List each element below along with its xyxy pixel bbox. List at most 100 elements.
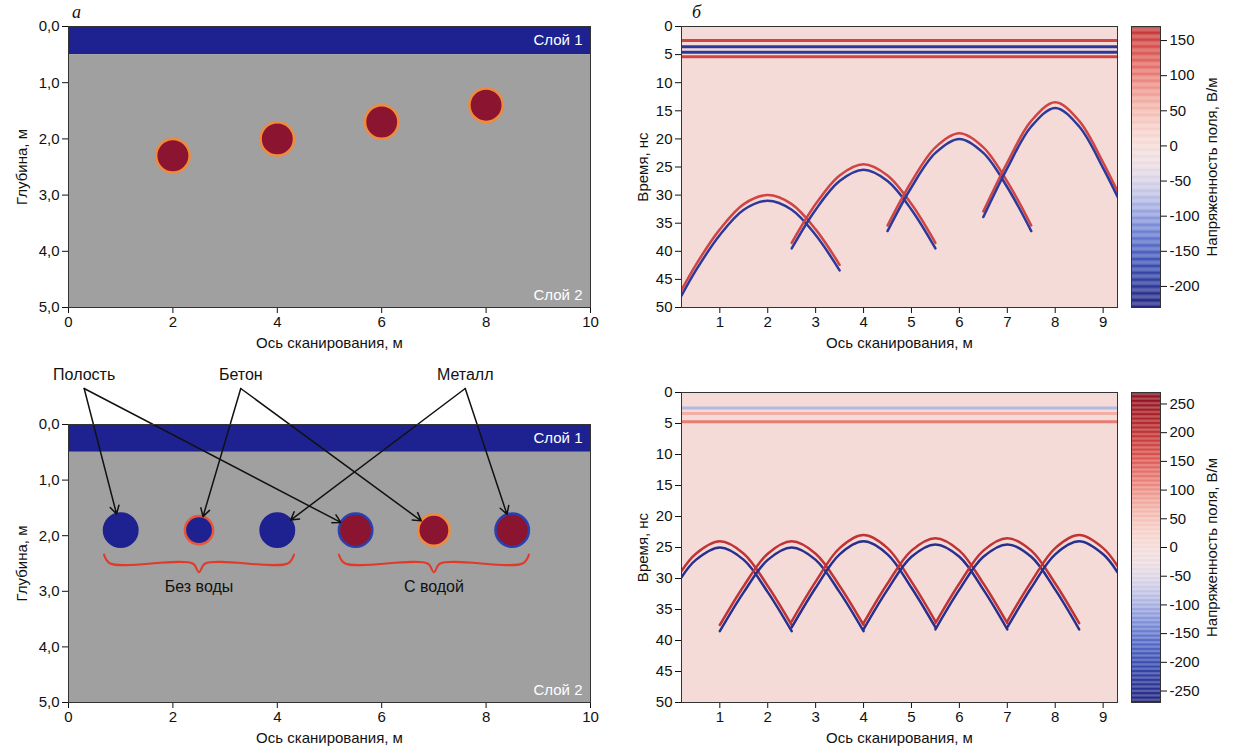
svg-text:0: 0 xyxy=(664,383,672,400)
svg-text:3: 3 xyxy=(811,313,819,330)
svg-text:25: 25 xyxy=(656,538,673,555)
svg-text:4: 4 xyxy=(273,708,281,725)
svg-text:Напряженность поля, В/м: Напряженность поля, В/м xyxy=(1203,458,1220,637)
svg-text:35: 35 xyxy=(656,214,673,231)
svg-text:40: 40 xyxy=(656,631,673,648)
svg-text:30: 30 xyxy=(656,186,673,203)
svg-text:7: 7 xyxy=(1003,313,1011,330)
svg-text:Глубина, м: Глубина, м xyxy=(13,129,30,205)
svg-text:2: 2 xyxy=(764,313,772,330)
svg-text:Металл: Металл xyxy=(437,366,494,383)
svg-text:Без воды: Без воды xyxy=(165,578,234,595)
svg-text:6: 6 xyxy=(955,708,963,725)
svg-text:25: 25 xyxy=(656,158,673,175)
svg-text:-100: -100 xyxy=(1170,596,1200,613)
svg-text:30: 30 xyxy=(656,569,673,586)
svg-text:5: 5 xyxy=(664,414,672,431)
svg-text:2,0: 2,0 xyxy=(39,527,60,544)
svg-text:0,0: 0,0 xyxy=(39,415,60,432)
svg-text:5: 5 xyxy=(907,313,915,330)
svg-text:45: 45 xyxy=(656,270,673,287)
svg-text:35: 35 xyxy=(656,600,673,617)
svg-text:-50: -50 xyxy=(1170,172,1192,189)
svg-text:Ось сканирования, м: Ось сканирования, м xyxy=(826,334,973,351)
svg-text:10: 10 xyxy=(656,445,673,462)
svg-text:5,0: 5,0 xyxy=(39,693,60,710)
svg-text:5: 5 xyxy=(664,45,672,62)
svg-text:100: 100 xyxy=(1170,481,1195,498)
svg-text:3: 3 xyxy=(811,708,819,725)
svg-text:0: 0 xyxy=(64,708,72,725)
svg-text:0: 0 xyxy=(664,17,672,34)
svg-text:15: 15 xyxy=(656,102,673,119)
svg-text:4,0: 4,0 xyxy=(39,242,60,259)
svg-text:3,0: 3,0 xyxy=(39,186,60,203)
svg-text:3,0: 3,0 xyxy=(39,582,60,599)
svg-text:4: 4 xyxy=(273,313,281,330)
svg-text:Глубина, м: Глубина, м xyxy=(13,526,30,602)
svg-text:10: 10 xyxy=(582,313,599,330)
svg-text:-100: -100 xyxy=(1170,207,1200,224)
svg-text:-200: -200 xyxy=(1170,277,1200,294)
svg-text:2,0: 2,0 xyxy=(39,130,60,147)
svg-text:50: 50 xyxy=(656,298,673,315)
svg-text:10: 10 xyxy=(582,708,599,725)
svg-text:0,0: 0,0 xyxy=(39,17,60,34)
svg-text:0: 0 xyxy=(64,313,72,330)
svg-text:0: 0 xyxy=(1170,538,1178,555)
svg-text:-200: -200 xyxy=(1170,653,1200,670)
svg-text:6: 6 xyxy=(378,313,386,330)
svg-text:Слой 1: Слой 1 xyxy=(534,429,583,446)
svg-text:4: 4 xyxy=(859,313,867,330)
svg-text:45: 45 xyxy=(656,662,673,679)
svg-text:1,0: 1,0 xyxy=(39,74,60,91)
svg-text:Бетон: Бетон xyxy=(219,366,263,383)
svg-text:15: 15 xyxy=(656,476,673,493)
svg-text:50: 50 xyxy=(656,693,673,710)
svg-text:7: 7 xyxy=(1003,708,1011,725)
svg-text:10: 10 xyxy=(656,74,673,91)
svg-text:150: 150 xyxy=(1170,452,1195,469)
svg-text:5: 5 xyxy=(907,708,915,725)
svg-text:250: 250 xyxy=(1170,395,1195,412)
svg-text:1: 1 xyxy=(716,708,724,725)
svg-text:Полость: Полость xyxy=(53,366,115,383)
svg-text:Ось сканирования, м: Ось сканирования, м xyxy=(256,334,403,351)
svg-text:С водой: С водой xyxy=(404,578,464,595)
svg-text:200: 200 xyxy=(1170,423,1195,440)
svg-text:0: 0 xyxy=(1170,137,1178,154)
svg-text:2: 2 xyxy=(169,313,177,330)
svg-text:Ось сканирования, м: Ось сканирования, м xyxy=(826,729,973,746)
svg-text:1,0: 1,0 xyxy=(39,471,60,488)
svg-text:Напряженность поля, В/м: Напряженность поля, В/м xyxy=(1203,77,1220,256)
svg-text:6: 6 xyxy=(378,708,386,725)
svg-text:40: 40 xyxy=(656,242,673,259)
svg-text:Слой 2: Слой 2 xyxy=(534,681,583,698)
svg-text:150: 150 xyxy=(1170,31,1195,48)
svg-text:50: 50 xyxy=(1170,102,1187,119)
svg-text:100: 100 xyxy=(1170,66,1195,83)
svg-text:9: 9 xyxy=(1099,708,1107,725)
svg-text:9: 9 xyxy=(1099,313,1107,330)
svg-text:2: 2 xyxy=(169,708,177,725)
svg-text:2: 2 xyxy=(764,708,772,725)
svg-text:8: 8 xyxy=(1051,313,1059,330)
svg-text:20: 20 xyxy=(656,507,673,524)
svg-text:8: 8 xyxy=(482,708,490,725)
svg-text:5,0: 5,0 xyxy=(39,298,60,315)
svg-text:6: 6 xyxy=(955,313,963,330)
svg-text:50: 50 xyxy=(1170,510,1187,527)
svg-text:-50: -50 xyxy=(1170,567,1192,584)
svg-text:Время, нс: Время, нс xyxy=(634,132,651,202)
svg-text:4,0: 4,0 xyxy=(39,638,60,655)
svg-text:-150: -150 xyxy=(1170,242,1200,259)
svg-text:Слой 1: Слой 1 xyxy=(534,31,583,48)
svg-text:Время, нс: Время, нс xyxy=(634,512,651,582)
svg-text:-250: -250 xyxy=(1170,682,1200,699)
svg-text:4: 4 xyxy=(859,708,867,725)
svg-text:Слой 2: Слой 2 xyxy=(534,286,583,303)
svg-text:-150: -150 xyxy=(1170,624,1200,641)
svg-text:20: 20 xyxy=(656,130,673,147)
svg-text:8: 8 xyxy=(1051,708,1059,725)
svg-text:Ось сканирования, м: Ось сканирования, м xyxy=(256,729,403,746)
